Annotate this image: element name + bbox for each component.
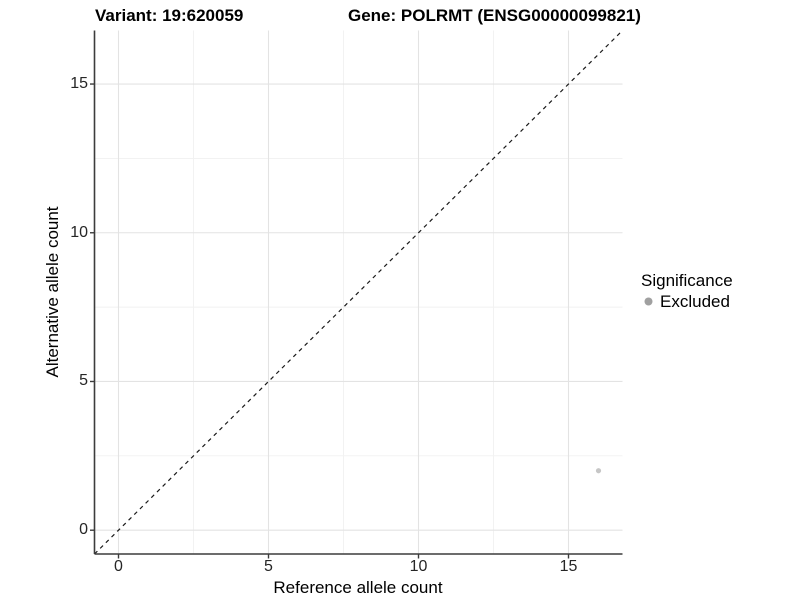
identity-line: [94, 30, 623, 555]
y-tick-label: 15: [70, 75, 88, 93]
y-tick-label: 5: [79, 372, 88, 390]
y-tick-label: 0: [79, 521, 88, 539]
legend-title: Significance: [641, 271, 733, 290]
legend-key-dot: [644, 297, 653, 306]
y-tick-label: 10: [70, 223, 88, 241]
plot-title-gene: Gene: POLRMT (ENSG00000099821): [348, 6, 641, 25]
legend-entry-label: Excluded: [660, 292, 730, 311]
x-tick-label: 5: [264, 558, 273, 575]
y-axis-title-text: Alternative allele count: [43, 206, 62, 378]
x-tick-label: 10: [409, 558, 428, 575]
x-tick-label: 0: [114, 558, 123, 575]
data-point: [595, 468, 602, 474]
x-axis-title: Reference allele count: [273, 578, 443, 597]
plot-title-variant: Variant: 19:620059: [95, 6, 244, 25]
x-tick-label: 15: [559, 558, 578, 575]
